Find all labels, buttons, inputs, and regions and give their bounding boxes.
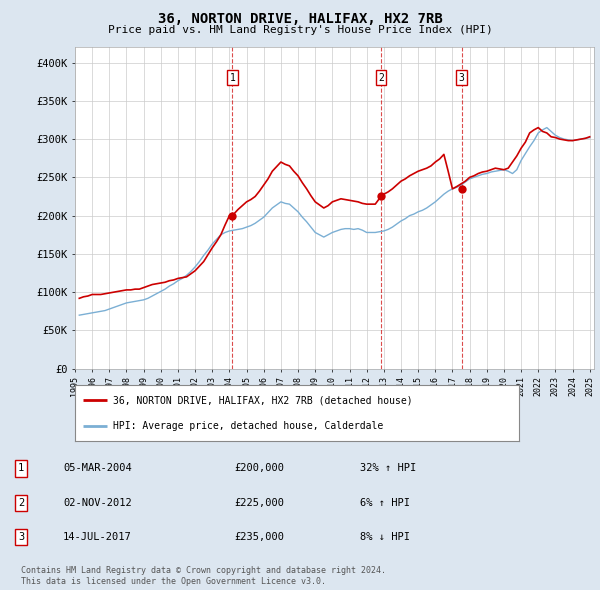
Text: 3: 3 bbox=[459, 73, 464, 83]
Text: 14-JUL-2017: 14-JUL-2017 bbox=[63, 532, 132, 542]
Text: 2: 2 bbox=[18, 498, 24, 507]
Text: Contains HM Land Registry data © Crown copyright and database right 2024.: Contains HM Land Registry data © Crown c… bbox=[21, 566, 386, 575]
Text: 36, NORTON DRIVE, HALIFAX, HX2 7RB (detached house): 36, NORTON DRIVE, HALIFAX, HX2 7RB (deta… bbox=[113, 395, 412, 405]
Text: 05-MAR-2004: 05-MAR-2004 bbox=[63, 464, 132, 473]
Text: 02-NOV-2012: 02-NOV-2012 bbox=[63, 498, 132, 507]
Text: 1: 1 bbox=[229, 73, 235, 83]
Text: 6% ↑ HPI: 6% ↑ HPI bbox=[360, 498, 410, 507]
Text: 8% ↓ HPI: 8% ↓ HPI bbox=[360, 532, 410, 542]
Text: 32% ↑ HPI: 32% ↑ HPI bbox=[360, 464, 416, 473]
Text: HPI: Average price, detached house, Calderdale: HPI: Average price, detached house, Cald… bbox=[113, 421, 383, 431]
Text: £235,000: £235,000 bbox=[234, 532, 284, 542]
Text: Price paid vs. HM Land Registry's House Price Index (HPI): Price paid vs. HM Land Registry's House … bbox=[107, 25, 493, 35]
Text: £200,000: £200,000 bbox=[234, 464, 284, 473]
Text: 1: 1 bbox=[18, 464, 24, 473]
Text: 3: 3 bbox=[18, 532, 24, 542]
Text: This data is licensed under the Open Government Licence v3.0.: This data is licensed under the Open Gov… bbox=[21, 577, 326, 586]
Text: £225,000: £225,000 bbox=[234, 498, 284, 507]
Text: 36, NORTON DRIVE, HALIFAX, HX2 7RB: 36, NORTON DRIVE, HALIFAX, HX2 7RB bbox=[158, 12, 442, 26]
Text: 2: 2 bbox=[378, 73, 384, 83]
